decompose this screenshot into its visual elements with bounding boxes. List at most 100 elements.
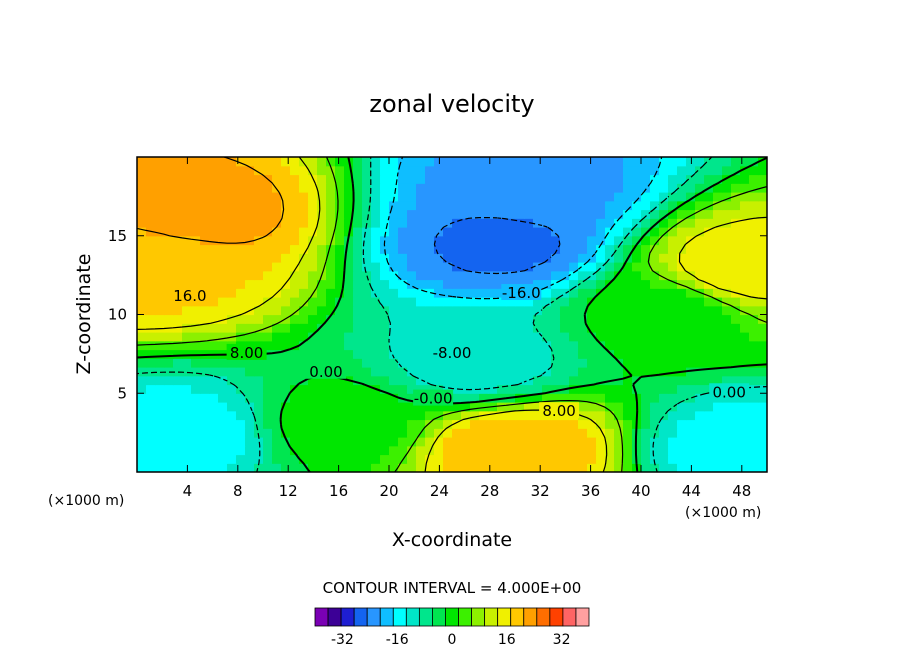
heatmap-cell <box>551 323 561 333</box>
heatmap-cell <box>443 297 453 307</box>
heatmap-cell <box>659 192 669 202</box>
heatmap-cell <box>227 454 237 464</box>
heatmap-cell <box>362 270 372 281</box>
heatmap-cell <box>200 183 210 193</box>
heatmap-cell <box>146 235 156 246</box>
heatmap-cell <box>749 323 759 333</box>
heatmap-cell <box>335 270 345 281</box>
heatmap-cell <box>200 262 210 272</box>
heatmap-cell <box>245 165 255 176</box>
heatmap-cell <box>227 288 237 298</box>
heatmap-cell <box>614 235 624 246</box>
heatmap-cell <box>695 262 705 272</box>
heatmap-cell <box>497 454 507 464</box>
heatmap-cell <box>236 192 246 202</box>
heatmap-cell <box>551 349 561 359</box>
heatmap-cell <box>137 165 147 176</box>
heatmap-cell <box>506 174 516 184</box>
heatmap-cell <box>218 288 228 298</box>
heatmap-cell <box>146 279 156 289</box>
heatmap-cell <box>281 463 291 472</box>
heatmap-cell <box>227 244 237 254</box>
heatmap-cell <box>506 165 516 176</box>
heatmap-cell <box>362 375 372 386</box>
heatmap-cell <box>470 192 480 202</box>
heatmap-cell <box>200 227 210 237</box>
heatmap-cell <box>632 270 642 281</box>
heatmap-cell <box>551 174 561 184</box>
heatmap-cell <box>605 270 615 281</box>
heatmap-cell <box>614 218 624 228</box>
heatmap-cell <box>443 375 453 386</box>
heatmap-cell <box>191 437 201 447</box>
heatmap-cell <box>317 375 327 386</box>
heatmap-cell <box>758 332 767 342</box>
heatmap-cell <box>506 402 516 412</box>
heatmap-cell <box>587 349 597 359</box>
heatmap-cell <box>542 454 552 464</box>
heatmap-cell <box>182 437 192 447</box>
heatmap-cell <box>641 165 651 176</box>
heatmap-cell <box>281 305 291 316</box>
heatmap-cell <box>452 305 462 316</box>
heatmap-cell <box>749 200 759 211</box>
heatmap-cell <box>209 157 219 167</box>
heatmap-cell <box>497 410 507 421</box>
heatmap-cell <box>704 218 714 228</box>
heatmap-cell <box>200 209 210 219</box>
heatmap-cell <box>272 437 282 447</box>
heatmap-cell <box>137 305 147 316</box>
heatmap-cell <box>362 454 372 464</box>
heatmap-cell <box>551 358 561 368</box>
heatmap-cell <box>695 340 705 351</box>
heatmap-cell <box>659 393 669 403</box>
heatmap-cell <box>713 244 723 254</box>
heatmap-cell <box>218 262 228 272</box>
heatmap-cell <box>443 192 453 202</box>
heatmap-cell <box>182 314 192 324</box>
heatmap-cell <box>236 218 246 228</box>
heatmap-cell <box>335 218 345 228</box>
heatmap-cell <box>578 367 588 377</box>
heatmap-cell <box>425 314 435 324</box>
heatmap-cell <box>155 270 165 281</box>
heatmap-cell <box>146 463 156 472</box>
heatmap-cell <box>299 227 309 237</box>
heatmap-cell <box>416 244 426 254</box>
heatmap-cell <box>596 349 606 359</box>
heatmap-cell <box>182 253 192 263</box>
heatmap-cell <box>758 384 767 394</box>
heatmap-cell <box>461 332 471 342</box>
heatmap-cell <box>344 270 354 281</box>
heatmap-cell <box>371 349 381 359</box>
heatmap-cell <box>236 288 246 298</box>
heatmap-cell <box>299 410 309 421</box>
heatmap-cell <box>182 279 192 289</box>
heatmap-cell <box>713 297 723 307</box>
heatmap-cell <box>254 200 264 211</box>
heatmap-cell <box>380 157 390 167</box>
heatmap-cell <box>686 428 696 438</box>
heatmap-cell <box>380 165 390 176</box>
heatmap-cell <box>614 314 624 324</box>
heatmap-cell <box>497 463 507 472</box>
heatmap-cell <box>587 384 597 394</box>
heatmap-cell <box>614 437 624 447</box>
heatmap-cell <box>425 174 435 184</box>
heatmap-cell <box>173 358 183 368</box>
heatmap-cell <box>695 375 705 386</box>
heatmap-cell <box>425 270 435 281</box>
heatmap-cell <box>713 270 723 281</box>
heatmap-cell <box>173 262 183 272</box>
heatmap-cell <box>605 332 615 342</box>
heatmap-cell <box>623 183 633 193</box>
heatmap-cell <box>452 454 462 464</box>
heatmap-cell <box>641 454 651 464</box>
heatmap-cell <box>452 157 462 167</box>
heatmap-cell <box>587 367 597 377</box>
heatmap-cell <box>254 428 264 438</box>
heatmap-cell <box>677 419 687 429</box>
heatmap-cell <box>704 437 714 447</box>
heatmap-cell <box>425 375 435 386</box>
heatmap-cell <box>371 323 381 333</box>
